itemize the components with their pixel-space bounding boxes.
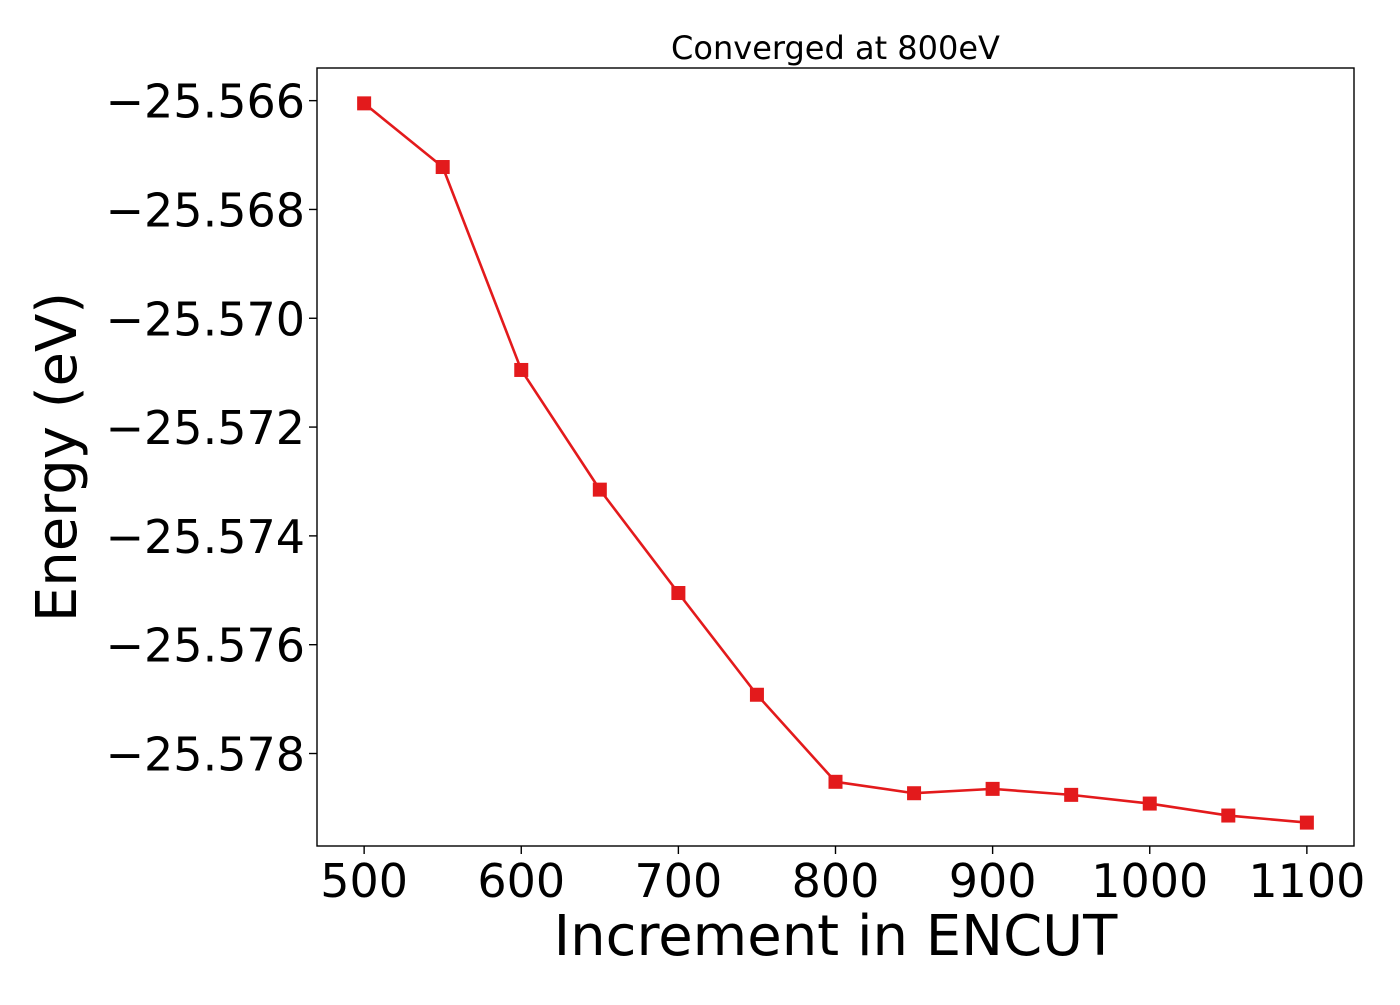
x-tick-label: 600 bbox=[477, 854, 565, 908]
data-point bbox=[985, 781, 1000, 796]
x-axis-label: Increment in ENCUT bbox=[554, 904, 1119, 969]
data-point bbox=[671, 586, 686, 601]
y-tick-label: −25.578 bbox=[106, 728, 306, 782]
data-point bbox=[1299, 815, 1314, 830]
data-point bbox=[1142, 796, 1157, 811]
data-point bbox=[592, 482, 607, 497]
x-tick-label: 900 bbox=[949, 854, 1037, 908]
y-tick-label: −25.566 bbox=[106, 75, 306, 129]
data-point bbox=[435, 160, 450, 175]
data-point bbox=[514, 362, 529, 377]
y-tick-label: −25.570 bbox=[106, 292, 306, 346]
data-point bbox=[828, 774, 843, 789]
x-tick-label: 700 bbox=[634, 854, 722, 908]
x-tick-label: 800 bbox=[792, 854, 880, 908]
x-tick-label: 1100 bbox=[1248, 854, 1365, 908]
ticks-layer: 500 600 700 800 900 1000 1100 −25.566 −25.568 −25… bbox=[106, 75, 1366, 908]
data-point bbox=[907, 786, 922, 801]
plot-frame bbox=[316, 67, 1355, 847]
y-tick-label: −25.574 bbox=[106, 510, 306, 564]
y-tick-label: −25.568 bbox=[106, 183, 306, 237]
data-point bbox=[749, 687, 764, 702]
data-point bbox=[1064, 787, 1079, 802]
y-tick-label: −25.572 bbox=[106, 401, 306, 455]
y-tick-label: −25.576 bbox=[106, 619, 306, 673]
data-point bbox=[1221, 808, 1236, 823]
x-tick-label: 500 bbox=[320, 854, 408, 908]
x-tick-label: 1000 bbox=[1091, 854, 1208, 908]
chart-title: Converged at 800eV bbox=[671, 29, 1000, 67]
data-point bbox=[357, 96, 372, 111]
series-layer bbox=[357, 96, 1314, 830]
y-axis-label: Energy (eV) bbox=[25, 292, 90, 622]
series-line bbox=[363, 102, 1307, 824]
